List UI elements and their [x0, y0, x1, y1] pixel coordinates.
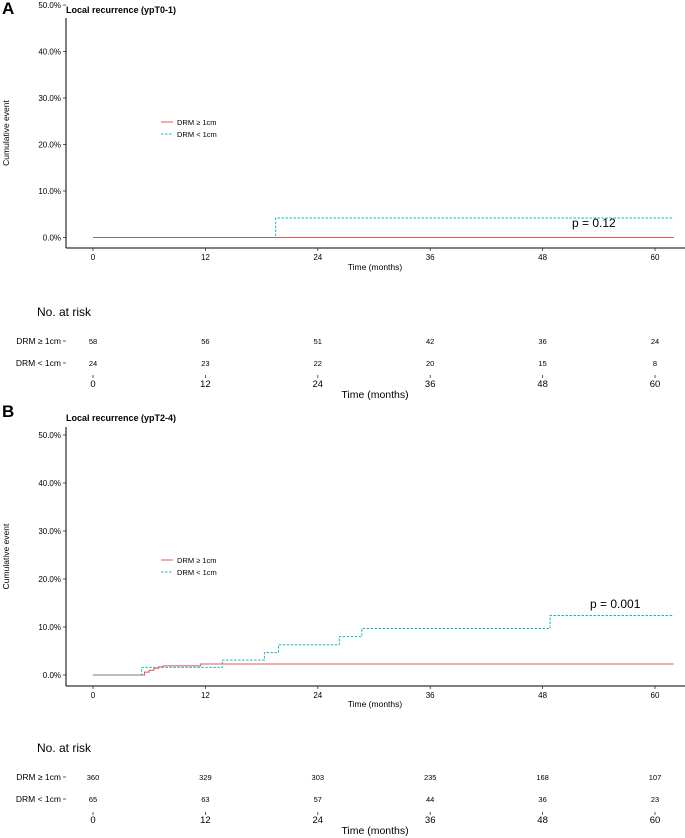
- risk-count: 24: [651, 337, 659, 346]
- x-tick-label: 60: [651, 691, 660, 700]
- x-tick-label: 60: [651, 253, 660, 262]
- risk-x-tick-label: 36: [425, 815, 436, 826]
- y-axis-title: Cumulative event: [1, 523, 11, 589]
- x-tick-label: 24: [313, 253, 322, 262]
- risk-table: No. at risk DRM ≥ 1cm 58 56 51 42 36 24 DRM < 1c…: [16, 305, 660, 401]
- risk-count: 58: [89, 337, 97, 346]
- panel-letter: A: [2, 0, 14, 18]
- risk-count: 51: [314, 337, 322, 346]
- y-tick-label: 10.0%: [38, 623, 61, 632]
- panel-letter: B: [2, 402, 14, 421]
- series-line-drm-lt-1cm: [93, 217, 674, 238]
- legend-label: DRM ≥ 1cm: [177, 556, 217, 565]
- legend-label: DRM ≥ 1cm: [177, 118, 217, 127]
- risk-count: 15: [538, 359, 546, 368]
- x-tick-label: 36: [426, 691, 435, 700]
- y-tick-label: 0.0%: [43, 234, 61, 243]
- risk-x-tick-label: 24: [313, 815, 324, 826]
- risk-count: 168: [536, 773, 549, 782]
- p-value: p = 0.12: [572, 216, 616, 230]
- y-tick-label: 10.0%: [38, 187, 61, 196]
- risk-x-tick-label: 60: [650, 379, 661, 390]
- risk-count: 303: [312, 773, 325, 782]
- risk-x-tick-label: 48: [537, 379, 548, 390]
- risk-count: 23: [651, 795, 659, 804]
- y-tick-label: 20.0%: [38, 575, 61, 584]
- x-tick-label: 24: [313, 691, 322, 700]
- series-line-drm-lt-1cm: [93, 614, 674, 676]
- plot-title: Local recurrence (ypT2-4): [66, 413, 176, 423]
- y-axis-title: Cumulative event: [1, 100, 11, 166]
- x-tick-label: 12: [201, 253, 210, 262]
- risk-x-tick-label: 12: [200, 379, 211, 390]
- risk-count: 65: [89, 795, 97, 804]
- risk-x-axis-title: Time (months): [341, 389, 408, 401]
- y-tick-label: 20.0%: [38, 141, 61, 150]
- risk-count: 22: [314, 359, 322, 368]
- x-axis: 0 12 24 36 48 60: [91, 248, 660, 262]
- plot-title: Local recurrence (ypT0-1): [66, 5, 176, 15]
- panel-a: A Local recurrence (ypT0-1) 0.0% 10.0% 20.0%…: [1, 0, 685, 401]
- risk-x-tick-label: 0: [90, 379, 95, 390]
- y-tick-label: 50.0%: [38, 1, 61, 10]
- risk-row-label: DRM < 1cm: [16, 358, 61, 368]
- risk-x-tick-label: 12: [200, 815, 211, 826]
- legend-label: DRM < 1cm: [177, 130, 217, 139]
- x-tick-label: 48: [538, 253, 547, 262]
- x-tick-label: 0: [91, 691, 96, 700]
- risk-row-label: DRM < 1cm: [16, 794, 61, 804]
- risk-count: 63: [201, 795, 209, 804]
- risk-count: 57: [314, 795, 322, 804]
- risk-count: 42: [426, 337, 434, 346]
- x-tick-label: 36: [426, 253, 435, 262]
- risk-x-tick-label: 36: [425, 379, 436, 390]
- risk-table-header: No. at risk: [37, 741, 92, 755]
- legend: DRM ≥ 1cm DRM < 1cm: [161, 118, 217, 139]
- risk-x-axis-title: Time (months): [341, 825, 408, 837]
- y-tick-label: 30.0%: [38, 527, 61, 536]
- y-tick-label: 40.0%: [38, 479, 61, 488]
- risk-count: 20: [426, 359, 434, 368]
- risk-count: 107: [649, 773, 662, 782]
- risk-table-header: No. at risk: [37, 305, 92, 319]
- risk-count: 56: [201, 337, 209, 346]
- panel-b: B Local recurrence (ypT2-4) 0.0% 10.0% 20.0%…: [1, 402, 685, 837]
- risk-count: 8: [653, 359, 657, 368]
- risk-x-tick-label: 48: [537, 815, 548, 826]
- risk-count: 36: [538, 337, 546, 346]
- p-value: p = 0.001: [590, 597, 641, 611]
- x-tick-label: 48: [538, 691, 547, 700]
- x-tick-label: 12: [201, 691, 210, 700]
- y-tick-label: 40.0%: [38, 48, 61, 57]
- y-tick-label: 50.0%: [38, 431, 61, 440]
- risk-count: 360: [87, 773, 100, 782]
- y-axis: 0.0% 10.0% 20.0% 30.0% 40.0% 50.0%: [38, 431, 66, 680]
- risk-x-tick-label: 60: [650, 815, 661, 826]
- legend: DRM ≥ 1cm DRM < 1cm: [161, 556, 217, 577]
- risk-row-label: DRM ≥ 1cm: [16, 336, 61, 346]
- legend-label: DRM < 1cm: [177, 568, 217, 577]
- risk-count: 23: [201, 359, 209, 368]
- risk-x-tick-label: 24: [313, 379, 324, 390]
- risk-count: 235: [424, 773, 437, 782]
- x-tick-label: 0: [91, 253, 96, 262]
- x-axis-title: Time (months): [348, 262, 403, 272]
- x-axis-title: Time (months): [348, 699, 403, 709]
- y-tick-label: 0.0%: [43, 671, 61, 680]
- y-tick-label: 30.0%: [38, 94, 61, 103]
- x-axis: 0 12 24 36 48 60: [91, 686, 660, 700]
- risk-x-tick-label: 0: [90, 815, 95, 826]
- risk-row-label: DRM ≥ 1cm: [16, 772, 61, 782]
- risk-count: 24: [89, 359, 97, 368]
- series-line-drm-ge-1cm: [93, 663, 674, 676]
- risk-count: 329: [199, 773, 212, 782]
- risk-count: 36: [538, 795, 546, 804]
- y-axis: 0.0% 10.0% 20.0% 30.0% 40.0% 50.0%: [38, 1, 66, 243]
- risk-count: 44: [426, 795, 434, 804]
